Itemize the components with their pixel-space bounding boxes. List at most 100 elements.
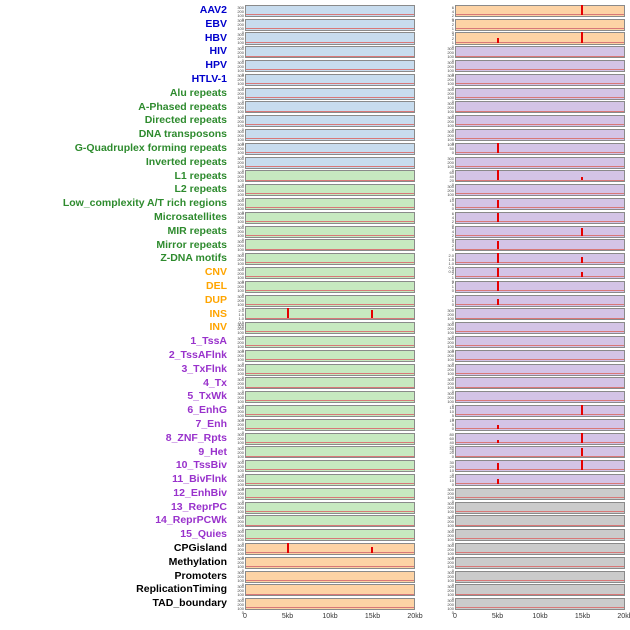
panel-gap <box>415 101 442 115</box>
y-axis-ticks: 300 200 100 0 <box>232 101 245 118</box>
y-tick-label: 5 <box>451 422 454 428</box>
y-tick-label: 100 <box>237 398 244 404</box>
x-tick-label: 15kb <box>364 613 381 621</box>
y-tick-label: 1 <box>451 274 454 280</box>
y-tick-label: 100 <box>447 329 454 335</box>
signal-spike <box>581 460 583 471</box>
y-tick-label: 6 <box>451 211 454 217</box>
track-row: DUP 300 200 100 0 2 1 0 <box>0 294 630 311</box>
panel-gap <box>415 73 442 87</box>
y-axis-ticks: 300 200 100 0 <box>442 501 455 518</box>
panel-gap <box>415 239 442 253</box>
track-label: L1 repeats <box>174 169 227 182</box>
y-tick-label: 0 <box>241 402 244 408</box>
y-tick-label: 300 <box>447 363 454 369</box>
y-tick-label: 0 <box>451 320 454 326</box>
signal-baseline <box>246 14 414 16</box>
y-tick-label: 200 <box>447 339 454 345</box>
y-tick-label: 300 <box>237 446 244 451</box>
y-tick-label: 200 <box>447 560 454 566</box>
y-tick-label: 0 <box>241 223 244 229</box>
y-tick-label: 300 <box>447 128 454 134</box>
track-row: DEL 300 200 100 0 2 1 0 <box>0 280 630 297</box>
panel-gap <box>415 170 442 184</box>
signal-baseline <box>246 524 414 526</box>
y-tick-label: 200 <box>447 518 454 524</box>
y-tick-label: 80 <box>449 432 454 438</box>
track-row: HIV 300 200 100 0 300 200 100 0 <box>0 45 630 62</box>
track-row: 13_ReprPC 300 200 100 0 300 200 100 0 <box>0 501 630 518</box>
y-tick-label: 300 <box>447 335 454 341</box>
y-tick-label: 200 <box>237 8 244 14</box>
track-panel-right <box>455 542 625 555</box>
track-label: 7_Enh <box>195 417 227 430</box>
track-panel-right <box>455 363 625 376</box>
y-axis-ticks: 300 200 100 0 <box>442 101 455 118</box>
y-tick-label: 20 <box>449 178 454 184</box>
signal-baseline <box>456 317 624 319</box>
y-tick-label: 100 <box>237 40 244 46</box>
track-panel-left <box>245 405 415 418</box>
x-tick-label: 10kb <box>322 613 338 621</box>
track-label: EBV <box>205 17 227 30</box>
y-axis-ticks: 40 20 0 <box>442 446 455 460</box>
y-tick-label: 300 <box>237 390 244 396</box>
y-axis-ticks: 300 200 100 0 <box>232 556 245 573</box>
y-tick-label: 200 <box>237 491 244 497</box>
y-tick-label: 300 <box>237 87 244 93</box>
y-tick-label: 300 <box>237 266 244 272</box>
track-panel-left <box>245 391 415 404</box>
y-tick-label: 0 <box>241 71 244 77</box>
y-tick-label: 200 <box>237 394 244 400</box>
x-axis-left-spacer <box>0 611 232 627</box>
y-tick-label: 100 <box>237 605 244 611</box>
track-panel-left <box>245 239 415 252</box>
track-label: MIR repeats <box>167 224 227 237</box>
track-panel-left <box>245 487 415 500</box>
y-axis-ticks: 300 200 100 0 <box>442 487 455 505</box>
y-tick-label: 100 <box>447 550 454 556</box>
y-tick-label: 100 <box>447 122 454 128</box>
y-tick-label: 100 <box>447 495 454 501</box>
y-tick-label: 100 <box>447 53 454 59</box>
y-tick-label: 200 <box>237 146 244 152</box>
track-label: 4_Tx <box>203 376 227 389</box>
signal-baseline <box>246 152 414 154</box>
signal-spike <box>497 298 499 305</box>
y-tick-label: 2 <box>451 36 454 42</box>
y-tick-label: 200 <box>237 160 244 166</box>
y-tick-label: 200 <box>237 505 244 511</box>
signal-baseline <box>456 234 624 236</box>
y-axis-ticks: 300 200 100 0 <box>232 225 245 242</box>
y-tick-label: 100 <box>447 371 454 377</box>
signal-baseline <box>456 483 624 485</box>
y-tick-label: 0 <box>451 499 454 505</box>
y-tick-label: 0 <box>451 168 454 174</box>
y-axis-ticks: 300 200 100 0 <box>232 197 245 214</box>
y-tick-label: 0 <box>451 182 454 188</box>
track-panel-right <box>455 156 625 169</box>
track-panel-left <box>245 101 415 114</box>
signal-baseline <box>456 14 624 16</box>
y-tick-label: 100 <box>237 191 244 197</box>
y-tick-label: 2.0 <box>238 308 244 314</box>
y-axis-ticks: 30 20 10 0 <box>442 459 455 476</box>
panel-gap <box>415 363 442 377</box>
track-panel-left <box>245 198 415 211</box>
y-tick-label: 2.0 <box>448 252 454 258</box>
y-tick-label: 200 <box>447 160 454 166</box>
y-tick-label: 100 <box>237 481 244 487</box>
track-label: HIV <box>209 45 227 58</box>
signal-spike <box>581 32 583 43</box>
track-row: 3_TxFlnk 300 200 100 0 300 200 100 0 <box>0 362 630 380</box>
y-tick-label: 300 <box>237 432 244 438</box>
signal-baseline <box>246 455 414 457</box>
y-axis-ticks: 300 200 100 0 <box>442 156 455 174</box>
signal-baseline <box>246 207 414 209</box>
y-tick-label: 300 <box>237 183 244 189</box>
track-label: 3_TxFlnk <box>181 362 227 375</box>
y-tick-label: 300 <box>447 114 454 120</box>
track-row: Alu repeats 300 200 100 0 300 200 100 0 <box>0 87 630 104</box>
signal-spike <box>497 170 499 181</box>
